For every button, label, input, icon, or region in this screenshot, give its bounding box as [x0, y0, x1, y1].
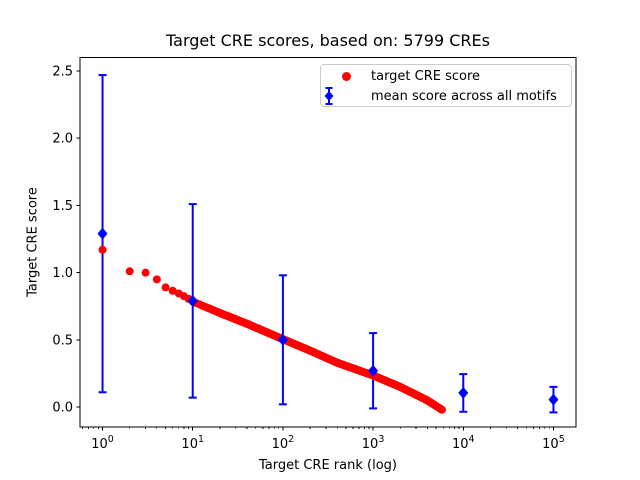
svg-text:103: 103	[362, 434, 385, 452]
svg-text:104: 104	[452, 434, 475, 452]
svg-text:100: 100	[91, 434, 114, 452]
chart-title: Target CRE scores, based on: 5799 CREs	[166, 31, 490, 50]
svg-text:102: 102	[272, 434, 295, 452]
legend-item-mean-score: mean score across all motifs	[321, 86, 571, 107]
legend-item-label: target CRE score	[371, 69, 481, 84]
y-axis-ticks: 0.0 0.5 1.0 1.5 2.0 2.5	[52, 65, 80, 416]
svg-text:0.5: 0.5	[52, 333, 73, 348]
legend: target CRE score mean score across all m…	[320, 64, 572, 107]
mean-diamond-markers	[97, 227, 559, 406]
x-axis-ticks: 100 101 102 103 104 105	[91, 427, 565, 452]
x-axis-label: Target CRE rank (log)	[259, 458, 397, 473]
legend-item-label: mean score across all motifs	[371, 89, 557, 104]
svg-text:0.0: 0.0	[52, 401, 73, 416]
svg-text:2.5: 2.5	[52, 65, 73, 80]
red-dot-icon	[321, 72, 371, 81]
svg-text:1.5: 1.5	[52, 199, 73, 214]
target-score-dots	[98, 245, 446, 414]
svg-text:101: 101	[181, 434, 204, 452]
legend-item-target-score: target CRE score	[321, 66, 571, 87]
svg-text:105: 105	[542, 434, 565, 452]
svg-text:2.0: 2.0	[52, 132, 73, 147]
y-axis-label: Target CRE score	[25, 187, 41, 297]
axes-spines	[79, 57, 577, 428]
x-axis-minor-ticks	[82, 427, 550, 430]
svg-text:1.0: 1.0	[52, 266, 73, 281]
